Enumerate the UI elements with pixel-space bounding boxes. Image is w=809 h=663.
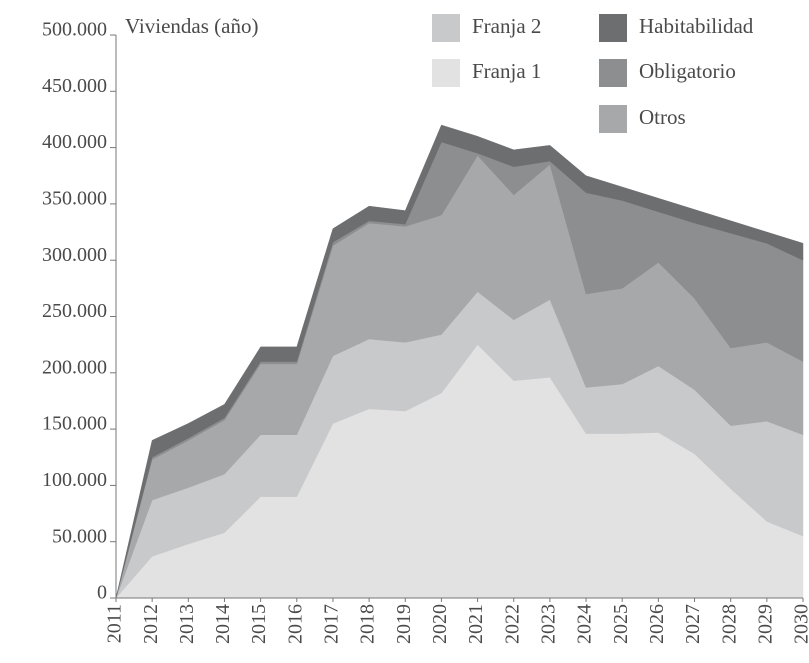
y-tick-label: 100.000 [42,469,107,491]
y-tick-label: 200.000 [42,356,107,378]
x-tick-label: 2012 [140,604,162,644]
legend-label: Obligatorio [639,59,736,83]
y-tick-label: 300.000 [42,244,107,266]
x-tick-label: 2024 [574,604,596,644]
legend-label: Habitabilidad [639,14,754,38]
x-tick-label: 2029 [754,604,776,644]
area [115,124,804,599]
legend-swatch [599,14,627,42]
legend-label: Franja 1 [472,59,541,83]
legend-swatch [432,14,460,42]
x-tick-label: 2014 [212,604,234,644]
y-tick-label: 250.000 [42,300,107,322]
y-tick-label: 50.000 [52,525,107,547]
x-tick-label: 2017 [321,604,343,644]
x-tick-label: 2025 [610,604,632,644]
x-tick-label: 2023 [537,604,559,644]
y-tick-label: 450.000 [42,75,107,97]
y-tick-label: 400.000 [42,131,107,153]
x-tick-label: 2011 [104,604,126,643]
x-tick-label: 2021 [465,604,487,644]
x-tick-label: 2018 [357,604,379,644]
legend-swatch [432,59,460,87]
y-tick-label: 0 [97,582,107,604]
x-tick-label: 2013 [176,604,198,644]
x-tick-label: 2020 [429,604,451,644]
legend-swatch [599,59,627,87]
y-tick-label: 500.000 [42,19,107,41]
y-tick-label: 150.000 [42,413,107,435]
x-tick-label: 2026 [646,604,668,644]
x-tick-label: 2022 [501,604,523,644]
y-tick-label: 350.000 [42,187,107,209]
x-tick-label: 2015 [248,604,270,644]
legend-label: Otros [639,105,686,129]
y-axis-label: Viviendas (año) [125,14,258,38]
x-tick-label: 2019 [393,604,415,644]
legend-swatch [599,105,627,133]
x-tick-label: 2028 [718,604,740,644]
x-tick-label: 2016 [284,604,306,644]
legend-label: Franja 2 [472,14,541,38]
x-tick-label: 2027 [682,604,704,644]
x-tick-label: 2030 [791,604,809,644]
